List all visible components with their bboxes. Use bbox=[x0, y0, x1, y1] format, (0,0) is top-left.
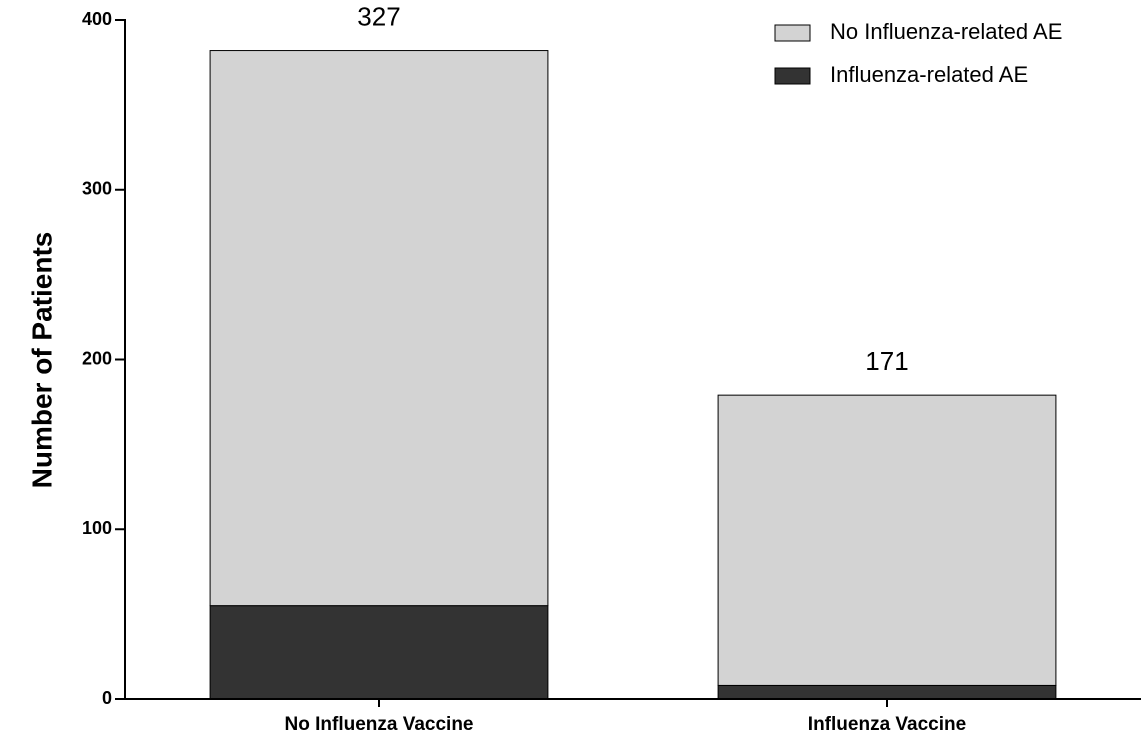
x-tick-label: Influenza Vaccine bbox=[808, 714, 966, 735]
bar-segment bbox=[209, 605, 549, 700]
y-tick-label: 200 bbox=[82, 348, 112, 368]
bar-segment bbox=[209, 50, 549, 607]
data-label: 171 bbox=[865, 346, 908, 376]
legend-swatch bbox=[774, 67, 811, 85]
bar-segment bbox=[717, 684, 1057, 700]
legend-label: Influenza-related AE bbox=[830, 62, 1028, 87]
y-tick-label: 300 bbox=[82, 179, 112, 199]
legend-label: No Influenza-related AE bbox=[830, 19, 1062, 44]
y-axis-label: Number of Patients bbox=[26, 232, 57, 489]
y-tick-label: 0 bbox=[102, 688, 112, 708]
data-label: 327 bbox=[357, 1, 400, 31]
bar-segment bbox=[717, 394, 1057, 686]
y-tick-label: 100 bbox=[82, 518, 112, 538]
legend-swatch bbox=[774, 24, 811, 42]
x-tick-label: No Influenza Vaccine bbox=[285, 714, 474, 735]
y-tick-label: 400 bbox=[82, 9, 112, 29]
